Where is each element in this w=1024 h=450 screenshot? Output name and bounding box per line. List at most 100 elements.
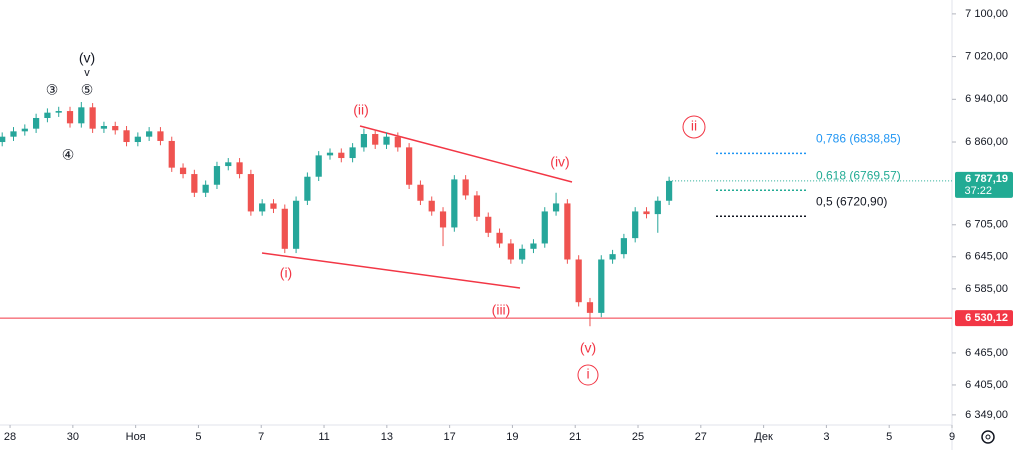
candle-body	[496, 232, 503, 244]
candle-body	[112, 126, 119, 131]
trend-line	[359, 125, 573, 183]
y-tick-label: 6 405,00	[965, 379, 1008, 391]
candle-body	[146, 131, 153, 137]
x-tick-label: 5	[886, 431, 892, 443]
wave-label: (i)	[280, 265, 292, 281]
wave-label: i	[586, 366, 589, 382]
candle-body	[643, 211, 650, 215]
x-tick-label: 13	[381, 431, 393, 443]
candle-body	[100, 126, 108, 129]
x-tick-label: 25	[632, 431, 644, 443]
last-price-tag	[955, 171, 1013, 198]
candle-body	[620, 238, 627, 255]
settings-icon-center[interactable]	[985, 434, 991, 440]
candle-body	[89, 107, 96, 129]
candle-body	[168, 140, 175, 168]
trend-line	[261, 252, 521, 289]
candle-body	[202, 184, 209, 193]
candle-body	[236, 162, 243, 175]
candle-body	[654, 200, 661, 215]
candle-body	[462, 179, 469, 196]
wave-label: (ii)	[353, 102, 369, 118]
x-tick-label: 21	[569, 431, 581, 443]
last-price-label: 6 787,19	[965, 173, 1008, 185]
candle-body	[519, 248, 526, 260]
candle-body	[157, 131, 164, 141]
candle-body	[191, 174, 198, 193]
x-tick-label: Дек	[754, 431, 773, 443]
fib-label: 0,5 (6720,90)	[816, 194, 887, 208]
candle-body	[55, 111, 62, 113]
countdown-label: 37:22	[964, 185, 992, 197]
candle-body	[349, 147, 356, 159]
candle-body	[247, 174, 254, 212]
candle-body	[485, 216, 492, 233]
candle-body	[609, 254, 616, 260]
candle-body	[530, 243, 537, 249]
price-tag-label: 6 530,12	[965, 312, 1008, 324]
candle-body	[507, 243, 514, 260]
candle-body	[270, 203, 277, 209]
candle-body	[179, 167, 187, 175]
candle-body	[598, 259, 605, 313]
candle-body	[292, 200, 300, 249]
candle-body	[326, 152, 334, 156]
candle-body	[304, 176, 311, 201]
candle-body	[575, 259, 582, 303]
candle-body	[32, 117, 40, 129]
candle-body	[586, 302, 594, 313]
y-tick-label: 6 860,00	[965, 136, 1008, 148]
candle-body	[564, 203, 571, 260]
wave-label: ③	[46, 82, 59, 98]
x-tick-label: 27	[695, 431, 707, 443]
x-tick-label: 5	[195, 431, 201, 443]
candle-body	[315, 155, 322, 177]
y-tick-label: 7 020,00	[965, 51, 1008, 63]
y-tick-label: 6 940,00	[965, 93, 1008, 105]
x-tick-label: 30	[67, 431, 79, 443]
candle-body	[281, 208, 288, 249]
candle-body	[123, 130, 130, 143]
candle-body	[417, 184, 424, 201]
wave-label: ⑤	[81, 82, 94, 98]
x-tick-label: 11	[318, 431, 329, 443]
x-tick-label: Ноя	[126, 431, 146, 443]
candle-body	[213, 166, 221, 185]
y-tick-label: 7 100,00	[965, 8, 1008, 20]
wave-circle	[682, 115, 706, 139]
y-tick-label: 6 585,00	[965, 283, 1008, 295]
candle-body	[473, 195, 481, 217]
x-tick-label: 7	[258, 431, 264, 443]
x-tick-label: 17	[444, 431, 456, 443]
candle-body	[451, 179, 458, 228]
wave-label: (iii)	[492, 302, 511, 318]
y-tick-label: 6 465,00	[965, 347, 1008, 359]
candle-body	[541, 211, 548, 244]
y-tick-label: 6 645,00	[965, 251, 1008, 263]
wave-circle	[577, 364, 599, 386]
candle-body	[665, 180, 673, 201]
y-tick-label: 6 705,00	[965, 219, 1008, 231]
candle-body	[406, 147, 413, 185]
wave-label: v	[84, 67, 90, 79]
y-tick-label: 6 349,00	[965, 409, 1008, 421]
candle-body	[10, 131, 17, 137]
candle-body	[439, 211, 447, 228]
candle-body	[552, 203, 560, 212]
x-tick-label: 19	[506, 431, 518, 443]
candle-body	[383, 136, 390, 145]
candle-body	[338, 152, 345, 159]
candle-body	[66, 111, 74, 124]
wave-label: ④	[62, 147, 75, 163]
wave-label: (v)	[580, 340, 596, 356]
candle-body	[134, 136, 141, 143]
settings-button[interactable]	[981, 430, 995, 444]
x-tick-label: 9	[949, 431, 955, 443]
candle-body	[44, 112, 51, 118]
wave-label: ii	[691, 118, 697, 134]
x-tick-label: 28	[4, 431, 16, 443]
settings-icon[interactable]	[981, 430, 995, 444]
candle-body	[21, 128, 28, 132]
